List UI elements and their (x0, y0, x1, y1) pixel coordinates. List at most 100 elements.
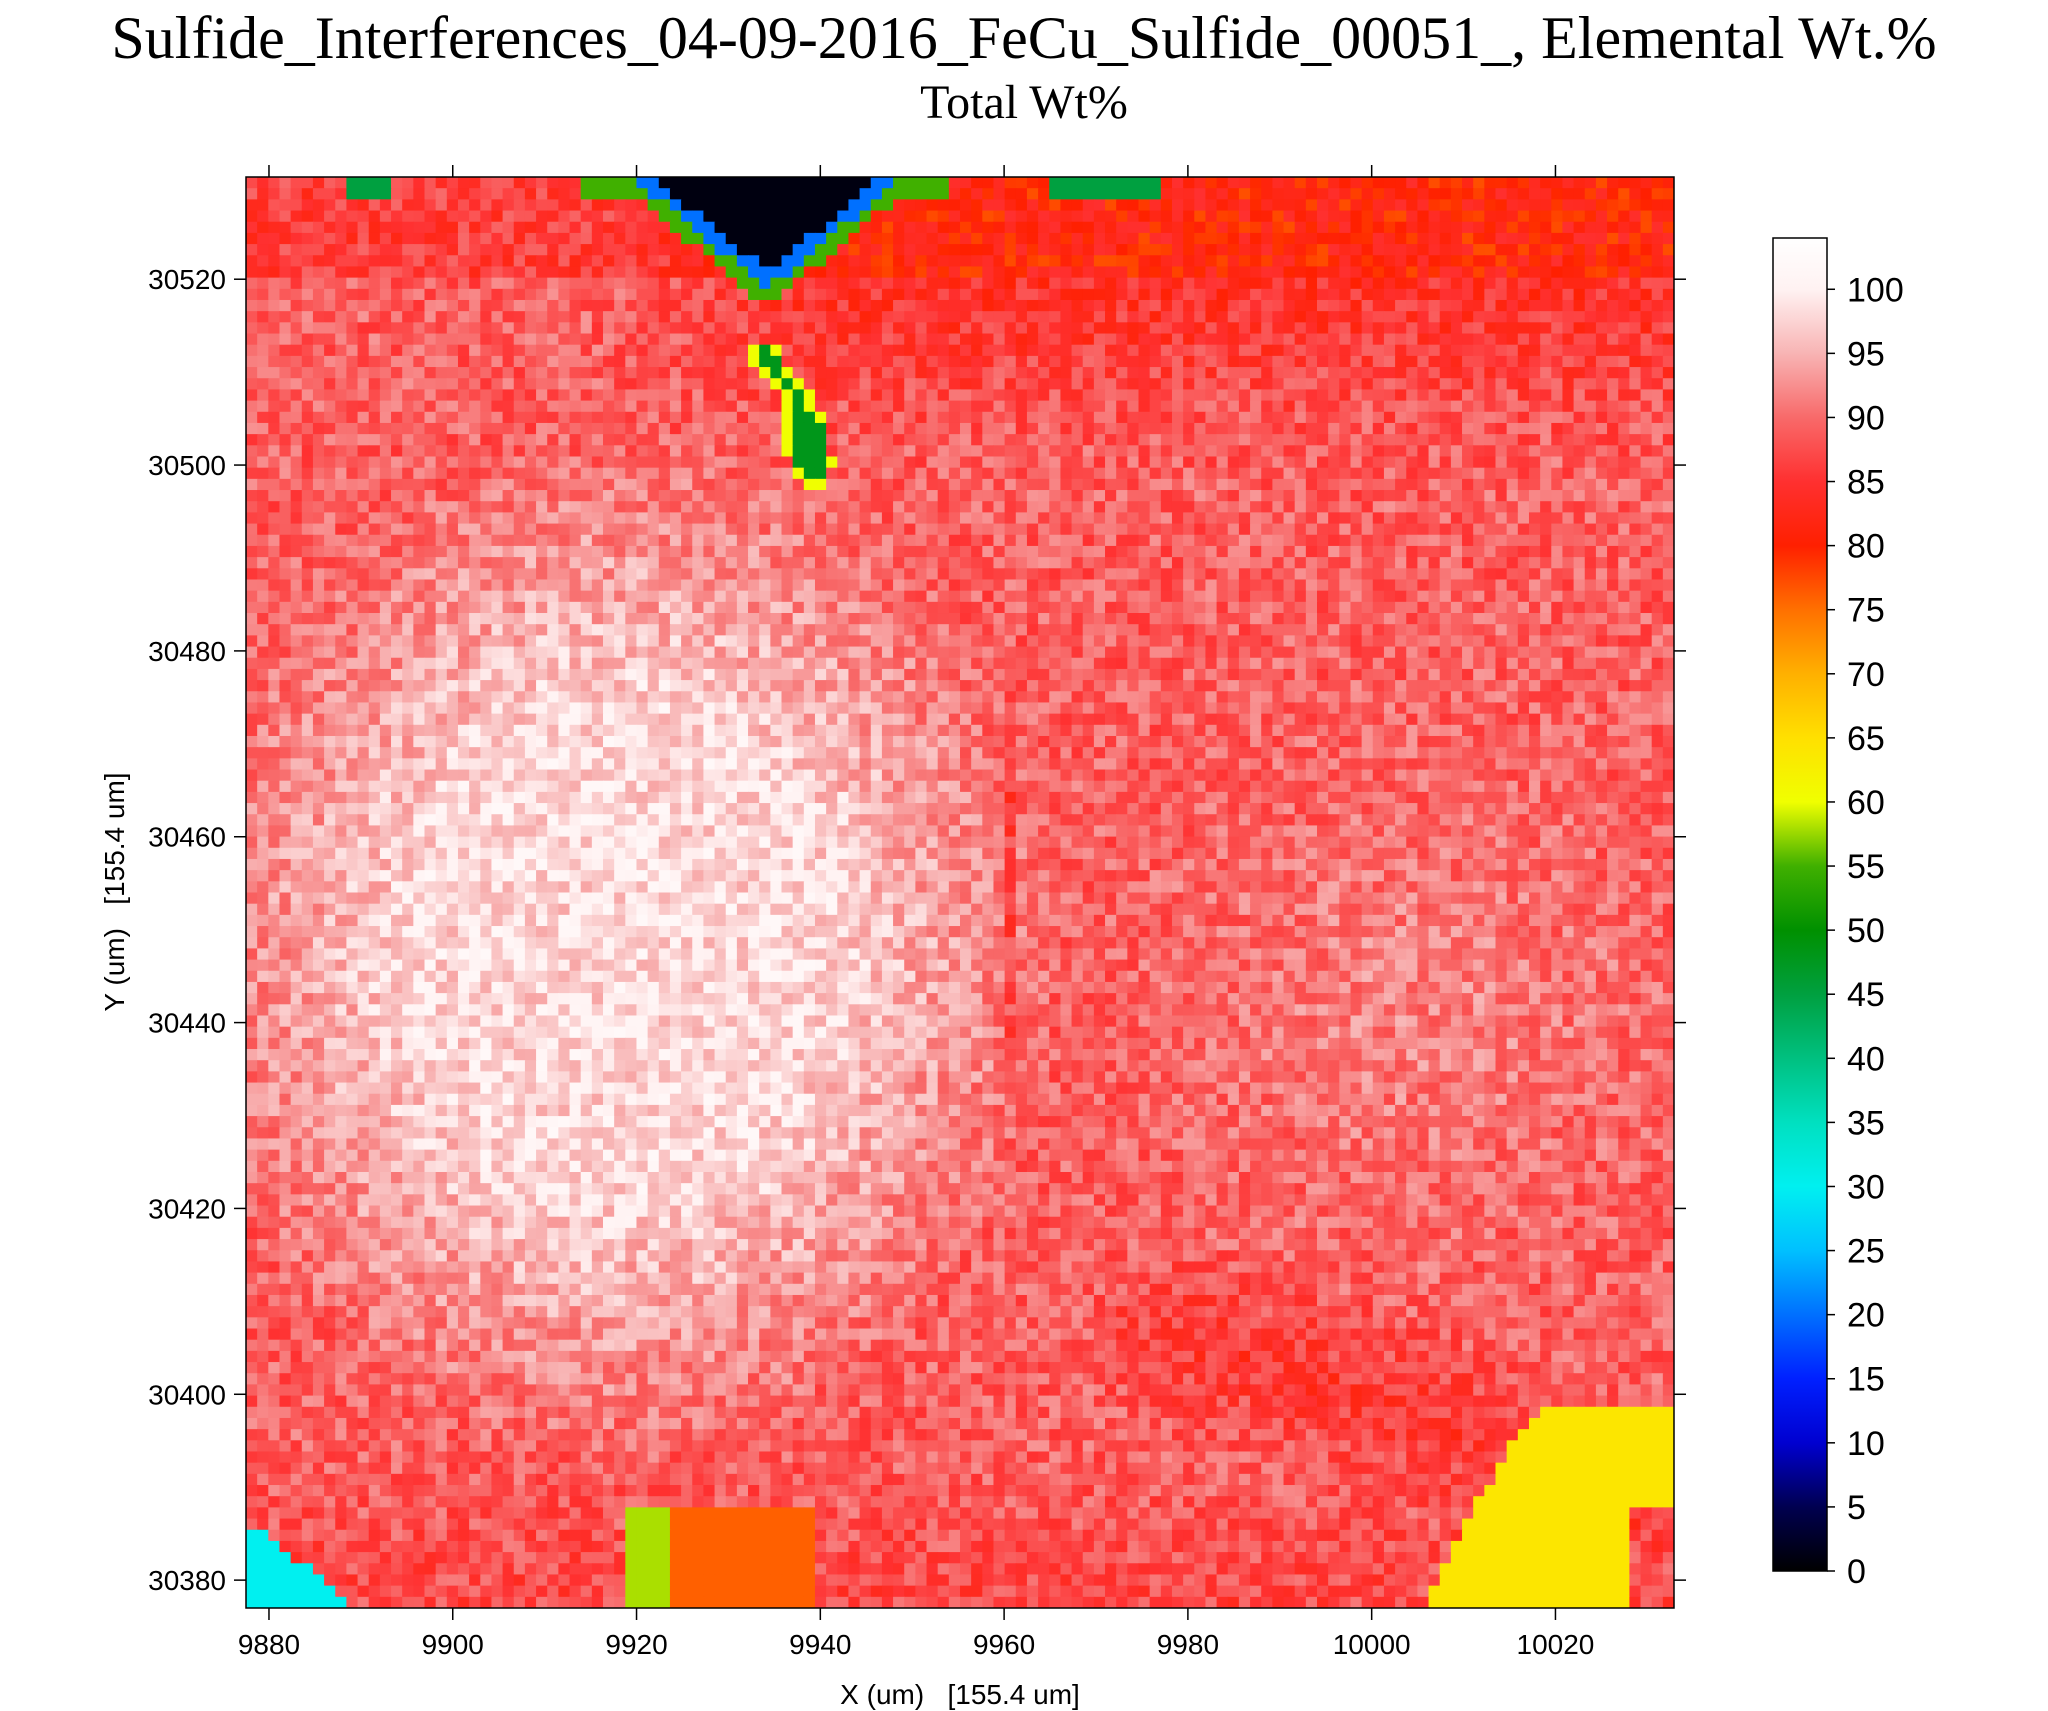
heatmap-cell (982, 255, 995, 268)
heatmap-cell (279, 255, 292, 268)
heatmap-cell (580, 400, 593, 413)
heatmap-cell (636, 355, 649, 368)
heatmap-cell (960, 456, 972, 469)
heatmap-cell (324, 456, 336, 469)
heatmap-cell (1595, 333, 1608, 346)
heatmap-cell (1160, 512, 1173, 525)
heatmap-cell (1250, 490, 1262, 502)
heatmap-cell (915, 333, 928, 346)
heatmap-cell (647, 333, 660, 346)
heatmap-cell (725, 512, 738, 525)
heatmap-cell (346, 244, 359, 256)
heatmap-cell (1060, 355, 1073, 368)
heatmap-cell (826, 501, 838, 513)
heatmap-cell (681, 579, 693, 592)
heatmap-cell (1194, 311, 1207, 323)
heatmap-cell (524, 299, 537, 312)
heatmap-cell (893, 355, 905, 368)
heatmap-cell (625, 355, 638, 368)
heatmap-cell (837, 210, 850, 223)
heatmap-cell (1127, 311, 1140, 323)
heatmap-cell (257, 568, 269, 581)
heatmap-cell (1216, 557, 1229, 569)
heatmap-cell (1584, 367, 1597, 379)
heatmap-cell (547, 232, 559, 245)
heatmap-cell (948, 367, 961, 379)
heatmap-cell (469, 389, 481, 402)
heatmap-cell (558, 367, 571, 379)
heatmap-cell (402, 333, 414, 346)
heatmap-cell (881, 221, 894, 234)
heatmap-cell (279, 590, 292, 603)
heatmap-cell (1406, 355, 1419, 368)
heatmap-cell (1595, 277, 1608, 290)
heatmap-cell (1294, 199, 1307, 212)
heatmap-cell (1194, 177, 1207, 189)
heatmap-cell (1317, 255, 1329, 268)
heatmap-cell (513, 568, 526, 581)
heatmap-cell (904, 456, 916, 469)
heatmap-cell (1462, 188, 1474, 200)
heatmap-cell (848, 601, 861, 614)
heatmap-cell (1060, 568, 1073, 581)
heatmap-cell (1283, 255, 1296, 268)
heatmap-cell (1250, 199, 1262, 212)
heatmap-cell (1517, 277, 1530, 290)
heatmap-cell (1082, 199, 1095, 212)
heatmap-cell (1105, 344, 1117, 357)
heatmap-cell (1651, 434, 1664, 446)
heatmap-cell (937, 434, 950, 446)
heatmap-cell (1662, 601, 1674, 614)
heatmap-cell (1138, 210, 1151, 223)
heatmap-cell (335, 378, 348, 391)
heatmap-cell (346, 557, 359, 569)
heatmap-cell (669, 400, 682, 413)
heatmap-cell (1528, 501, 1541, 513)
heatmap-cell (469, 266, 481, 279)
heatmap-cell (692, 277, 705, 290)
heatmap-cell (1495, 422, 1508, 435)
heatmap-cell (1383, 299, 1396, 312)
heatmap-cell (569, 177, 582, 189)
heatmap-cell (290, 288, 303, 301)
heatmap-cell (1540, 501, 1552, 513)
heatmap-cell (1071, 456, 1084, 469)
heatmap-cell (290, 568, 303, 581)
heatmap-cell (402, 367, 414, 379)
heatmap-cell (1495, 512, 1508, 525)
heatmap-cell (446, 422, 459, 435)
heatmap-cell (870, 177, 883, 189)
heatmap-cell (1495, 277, 1508, 290)
heatmap-cell (1205, 601, 1218, 614)
heatmap-cell (368, 501, 381, 513)
heatmap-cell (513, 601, 526, 614)
heatmap-cell (681, 534, 693, 547)
heatmap-cell (1238, 232, 1251, 245)
heatmap-cell (1372, 210, 1385, 223)
heatmap-cell (480, 467, 493, 480)
heatmap-cell (1618, 255, 1630, 268)
heatmap-cell (748, 601, 760, 614)
heatmap-cell (881, 288, 894, 301)
heatmap-cell (324, 288, 336, 301)
heatmap-cell (1205, 355, 1218, 368)
heatmap-cell (759, 512, 771, 525)
heatmap-cell (1026, 523, 1039, 536)
heatmap-cell (435, 534, 448, 547)
heatmap-cell (1651, 590, 1664, 603)
heatmap-cell (1105, 467, 1117, 480)
heatmap-cell (960, 188, 972, 200)
heatmap-cell (1238, 333, 1251, 346)
heatmap-cell (859, 523, 872, 536)
heatmap-cell (301, 523, 314, 536)
heatmap-cell (1116, 445, 1128, 458)
heatmap-cell (1015, 355, 1028, 368)
heatmap-cell (870, 311, 883, 323)
heatmap-cell (457, 333, 470, 346)
heatmap-cell (1317, 221, 1329, 234)
heatmap-cell (636, 601, 649, 614)
heatmap-cell (324, 322, 336, 335)
heatmap-cell (1283, 523, 1296, 536)
heatmap-cell (1149, 322, 1162, 335)
heatmap-cell (1506, 199, 1519, 212)
